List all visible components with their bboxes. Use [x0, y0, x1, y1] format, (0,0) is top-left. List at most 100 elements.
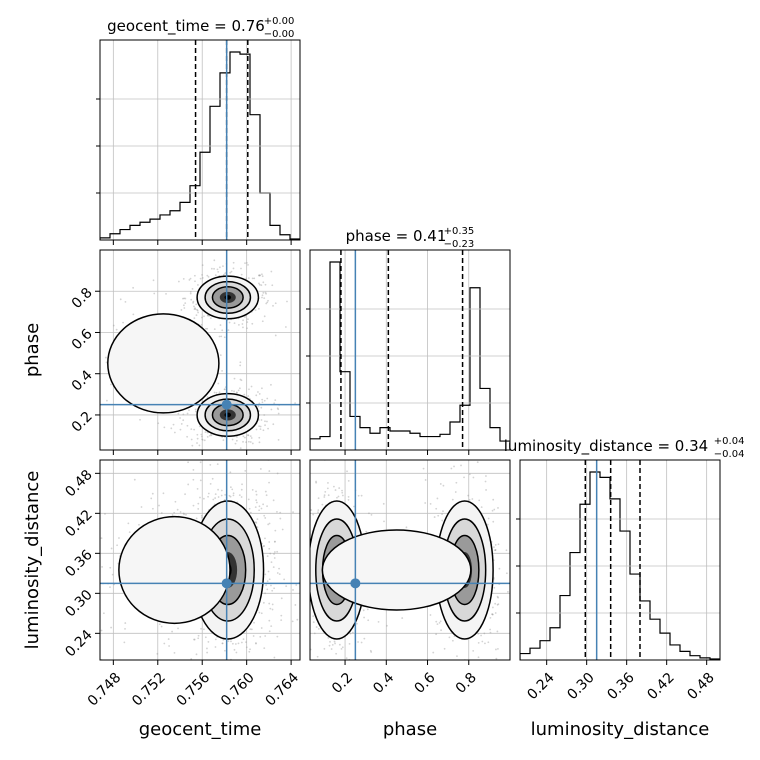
scatter-point	[466, 717, 468, 719]
scatter-point	[109, 586, 111, 589]
scatter-point	[441, 519, 444, 522]
scatter-point	[133, 478, 136, 481]
scatter-point	[270, 383, 272, 386]
panel-frame-2-1	[309, 459, 511, 661]
scatter-point	[260, 273, 263, 276]
scatter-point	[221, 642, 224, 645]
scatter-point	[341, 489, 343, 492]
scatter-point	[494, 548, 497, 551]
scatter-point	[494, 612, 497, 614]
scatter-point	[177, 280, 180, 283]
scatter-point	[316, 673, 318, 675]
scatter-point	[370, 651, 373, 653]
scatter-point	[191, 444, 194, 447]
scatter-point	[123, 641, 126, 644]
scatter-point	[476, 461, 479, 464]
scatter-point	[277, 412, 280, 415]
scatter-point	[221, 642, 224, 645]
scatter-point	[104, 356, 107, 359]
scatter-point	[270, 408, 273, 411]
scatter-point	[217, 382, 220, 385]
panel-title-geocent_time: geocent_time = 0.76	[107, 17, 265, 36]
scatter-point	[193, 317, 196, 320]
scatter-point	[264, 420, 266, 423]
scatter-point	[151, 492, 154, 495]
scatter-point	[206, 274, 209, 277]
scatter-point	[192, 478, 195, 481]
scatter-point	[308, 567, 310, 569]
scatter-point	[301, 506, 303, 508]
scatter-point	[210, 267, 213, 270]
scatter-point	[258, 274, 261, 277]
scatter-point	[294, 534, 296, 536]
scatter-point	[93, 585, 95, 587]
scatter-point	[472, 476, 475, 479]
scatter-point	[234, 445, 236, 447]
scatter-point	[249, 441, 252, 443]
scatter-point	[278, 573, 281, 575]
scatter-point	[455, 451, 457, 453]
scatter-point	[174, 500, 177, 503]
scatter-point	[234, 442, 237, 445]
scatter-point	[459, 663, 461, 665]
scatter-point	[315, 480, 317, 483]
scatter-point	[248, 507, 251, 510]
scatter-point	[244, 316, 246, 318]
scatter-point	[89, 486, 91, 488]
scatter-point	[204, 671, 206, 673]
scatter-point	[216, 268, 219, 271]
scatter-point	[259, 274, 261, 277]
scatter-point	[152, 279, 155, 282]
scatter-point	[110, 626, 113, 629]
scatter-point	[270, 561, 273, 564]
scatter-point	[317, 509, 320, 512]
scatter-point	[211, 670, 213, 672]
scatter-point	[195, 710, 197, 712]
scatter-point	[304, 578, 306, 580]
scatter-point	[331, 643, 334, 646]
scatter-point	[454, 491, 457, 493]
scatter-point	[495, 648, 497, 651]
scatter-point	[266, 555, 269, 558]
scatter-point	[283, 578, 286, 581]
scatter-point	[138, 523, 140, 526]
scatter-point	[276, 550, 279, 553]
scatter-point	[192, 504, 195, 507]
scatter-point	[189, 277, 192, 280]
scatter-point	[214, 646, 217, 648]
scatter-point	[122, 321, 124, 324]
scatter-point	[160, 625, 163, 628]
scatter-point	[231, 438, 234, 441]
scatter-point	[312, 513, 315, 516]
panel-frame-1-1	[309, 249, 511, 451]
scatter-point	[250, 628, 253, 631]
scatter-point	[197, 284, 199, 286]
scatter-point	[199, 277, 202, 280]
scatter-point	[481, 640, 484, 643]
scatter-point	[442, 484, 445, 487]
scatter-point	[244, 436, 246, 439]
scatter-point	[162, 492, 165, 495]
scatter-point	[280, 597, 283, 600]
scatter-point	[284, 599, 286, 601]
scatter-point	[158, 623, 161, 626]
scatter-point	[484, 480, 487, 483]
scatter-point	[173, 431, 176, 434]
scatter-point	[258, 393, 261, 395]
scatter-point	[104, 513, 106, 515]
scatter-point	[232, 267, 235, 270]
scatter-point	[263, 399, 266, 402]
density-luminosity_distance_vs_geocent_time	[89, 445, 300, 712]
scatter-point	[167, 638, 170, 640]
scatter-point	[257, 307, 260, 310]
scatter-point	[70, 304, 72, 306]
scatter-point	[229, 486, 232, 489]
scatter-point	[261, 294, 264, 297]
scatter-point	[326, 487, 329, 490]
scatter-point	[511, 565, 513, 567]
scatter-point	[209, 483, 212, 485]
contour-level	[107, 313, 220, 414]
scatter-point	[377, 620, 380, 623]
scatter-point	[227, 684, 229, 686]
scatter-point	[276, 635, 279, 638]
